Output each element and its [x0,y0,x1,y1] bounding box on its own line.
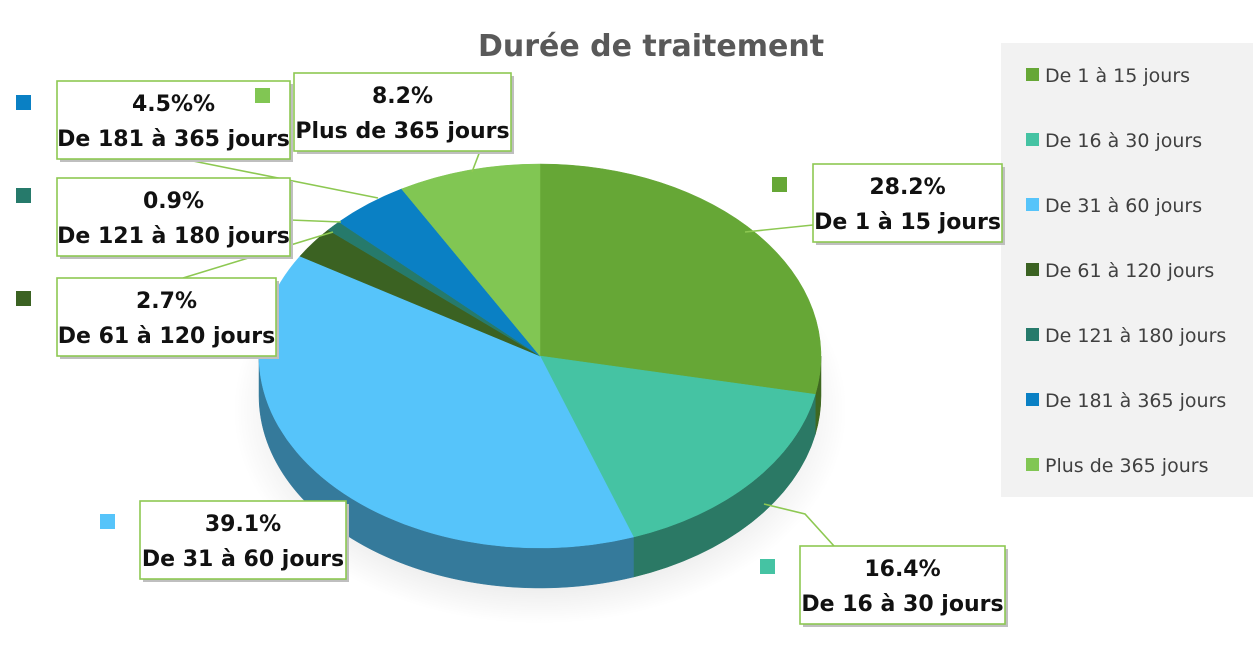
data-label-box [139,500,347,580]
legend-entry: De 121 à 180 jours [1045,325,1226,347]
data-label-box [56,277,277,357]
pie-slice-7 [401,163,541,357]
data-label-category: De 1 à 15 jours [814,210,1001,235]
legend-entry: De 31 à 60 jours [1045,195,1202,217]
leader-line-2 [763,503,835,547]
data-label-box [56,80,291,160]
legend-entry: De 16 à 30 jours [1045,130,1202,152]
legend-swatch [1026,68,1039,81]
legend-swatch [1026,458,1039,471]
pie-slices [258,163,822,549]
data-label-category: De 61 à 120 jours [58,324,275,349]
legend-entry: Plus de 365 jours [1045,455,1208,477]
chart-title: Durée de traitement [478,29,824,64]
data-label-marker [760,559,775,574]
data-label-category: De 16 à 30 jours [801,592,1003,617]
data-label-box [293,72,512,152]
data-label-marker [100,514,115,529]
data-label-box [812,163,1003,243]
data-label-category: De 31 à 60 jours [142,547,344,572]
legend: De 1 à 15 jours De 16 à 30 jours De 31 à 6… [1026,65,1226,477]
pie-slice-1 [539,163,822,395]
data-label-percent: 4.5%% [132,92,215,117]
leader-line-1 [744,224,814,233]
legend-panel [1001,43,1253,497]
leader-line-5 [289,219,342,223]
data-label-percent: 2.7% [136,289,197,314]
data-label-box [56,177,291,257]
legend-entry: De 1 à 15 jours [1045,65,1190,87]
legend-entry: De 181 à 365 jours [1045,390,1226,412]
legend-entry: De 61 à 120 jours [1045,260,1214,282]
legend-swatch [1026,328,1039,341]
data-label-percent: 0.9% [143,189,204,214]
data-label-category: De 181 à 365 jours [57,127,290,152]
legend-swatch [1026,198,1039,211]
data-label-category: De 121 à 180 jours [57,224,290,249]
leader-line-7 [471,150,481,173]
data-labels: 28.2% De 1 à 15 jours 16.4% De 16 à 30 jour… [16,72,1008,627]
data-label-percent: 8.2% [372,84,433,109]
data-label-percent: 39.1% [205,512,281,537]
legend-swatch [1026,393,1039,406]
data-label-percent: 16.4% [864,557,940,582]
data-label-marker [16,291,31,306]
pie-slice-2 [539,355,816,538]
data-label-marker [255,88,270,103]
data-label-marker [772,177,787,192]
data-label-marker [16,95,31,110]
data-label-box [799,545,1006,625]
data-label-marker [16,188,31,203]
legend-swatch [1026,133,1039,146]
data-label-percent: 28.2% [869,175,945,200]
data-label-category: Plus de 365 jours [295,119,509,144]
legend-swatch [1026,263,1039,276]
